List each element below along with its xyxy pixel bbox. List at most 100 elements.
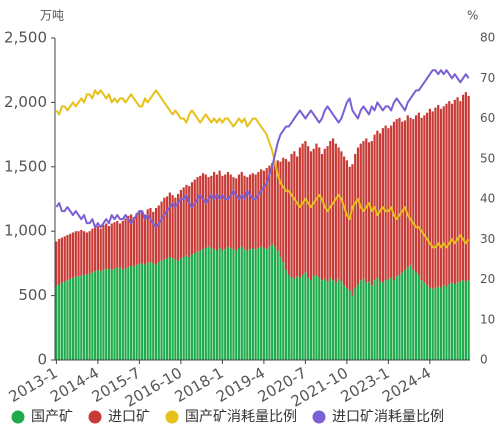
bar (207, 177, 210, 247)
bar (417, 274, 420, 360)
bar (260, 246, 263, 360)
bar (309, 280, 313, 360)
bar (177, 260, 180, 360)
bar (309, 151, 313, 281)
legend-label: 国产矿消耗量比例 (185, 409, 297, 425)
bar (462, 94, 465, 281)
bar (312, 276, 315, 360)
bar (99, 271, 102, 360)
bar (226, 246, 230, 360)
bar (74, 231, 77, 277)
bar (246, 177, 249, 251)
bar (188, 256, 191, 360)
bar (293, 278, 296, 360)
legend-label: 进口矿 (108, 409, 150, 425)
x-tick-label: 2024-4 (379, 364, 434, 406)
bar (132, 266, 135, 360)
bar (392, 121, 396, 281)
bar (437, 286, 440, 360)
bar (80, 229, 83, 276)
y-tick-label: 0 (37, 351, 47, 369)
bar (442, 106, 445, 286)
bar (329, 277, 332, 360)
bar (414, 272, 418, 360)
bar (204, 247, 207, 360)
bar (356, 284, 360, 360)
bar (237, 174, 241, 248)
bar (296, 276, 299, 360)
bar (118, 267, 122, 360)
bar (237, 247, 241, 360)
bar (152, 211, 155, 264)
bar (58, 284, 61, 360)
legend-label: 进口矿消耗量比例 (332, 409, 444, 425)
bar (398, 274, 401, 360)
bar (168, 256, 171, 360)
bar (343, 285, 346, 360)
bar (240, 246, 243, 360)
bar (82, 274, 86, 360)
bar (235, 178, 238, 251)
bar (201, 249, 205, 360)
bar (276, 250, 279, 360)
y2-tick-label: 30 (480, 232, 495, 246)
bar (207, 246, 210, 360)
bar (213, 171, 216, 250)
bar (376, 130, 379, 278)
bar (240, 171, 243, 247)
bar (243, 249, 246, 360)
bar (55, 285, 58, 360)
bar (235, 250, 238, 360)
bar (71, 277, 75, 360)
bar (210, 175, 213, 248)
legend-label: 国产矿 (31, 409, 73, 425)
bar (445, 103, 448, 287)
bar (77, 231, 80, 277)
bar (409, 264, 412, 360)
bar (232, 249, 235, 360)
bar (63, 236, 66, 282)
bar (456, 282, 459, 360)
bar (426, 112, 429, 286)
bar (420, 280, 423, 360)
bar (179, 258, 183, 360)
bar (132, 217, 135, 267)
bar (431, 289, 434, 360)
bar (296, 156, 299, 277)
bar (265, 249, 268, 360)
y2-tick-label: 10 (480, 312, 495, 326)
bar (323, 278, 326, 360)
bar (456, 97, 459, 283)
bar (260, 169, 263, 247)
bar (354, 153, 357, 288)
bar (121, 269, 124, 360)
bar (229, 174, 232, 248)
bar (179, 189, 183, 259)
bar (343, 156, 346, 286)
bar (384, 280, 387, 360)
bar (110, 269, 113, 360)
bar (141, 210, 144, 264)
bar (124, 218, 127, 269)
bar (390, 277, 393, 360)
bar (434, 107, 437, 288)
bar (340, 151, 343, 282)
y2-tick-label: 20 (480, 272, 495, 286)
bar (85, 232, 88, 275)
bar (262, 170, 266, 248)
bar (359, 143, 362, 281)
bar (210, 247, 213, 360)
bar (135, 213, 138, 265)
bar (88, 273, 91, 360)
bar (246, 250, 249, 360)
bar (450, 282, 454, 360)
bar (257, 171, 260, 248)
bar (171, 195, 174, 259)
bar (467, 280, 470, 360)
bar (127, 215, 130, 268)
y-axis-unit: 万吨 (40, 9, 64, 23)
bar (190, 182, 194, 255)
bar (282, 157, 285, 263)
bar (182, 187, 185, 257)
bar (290, 153, 293, 278)
